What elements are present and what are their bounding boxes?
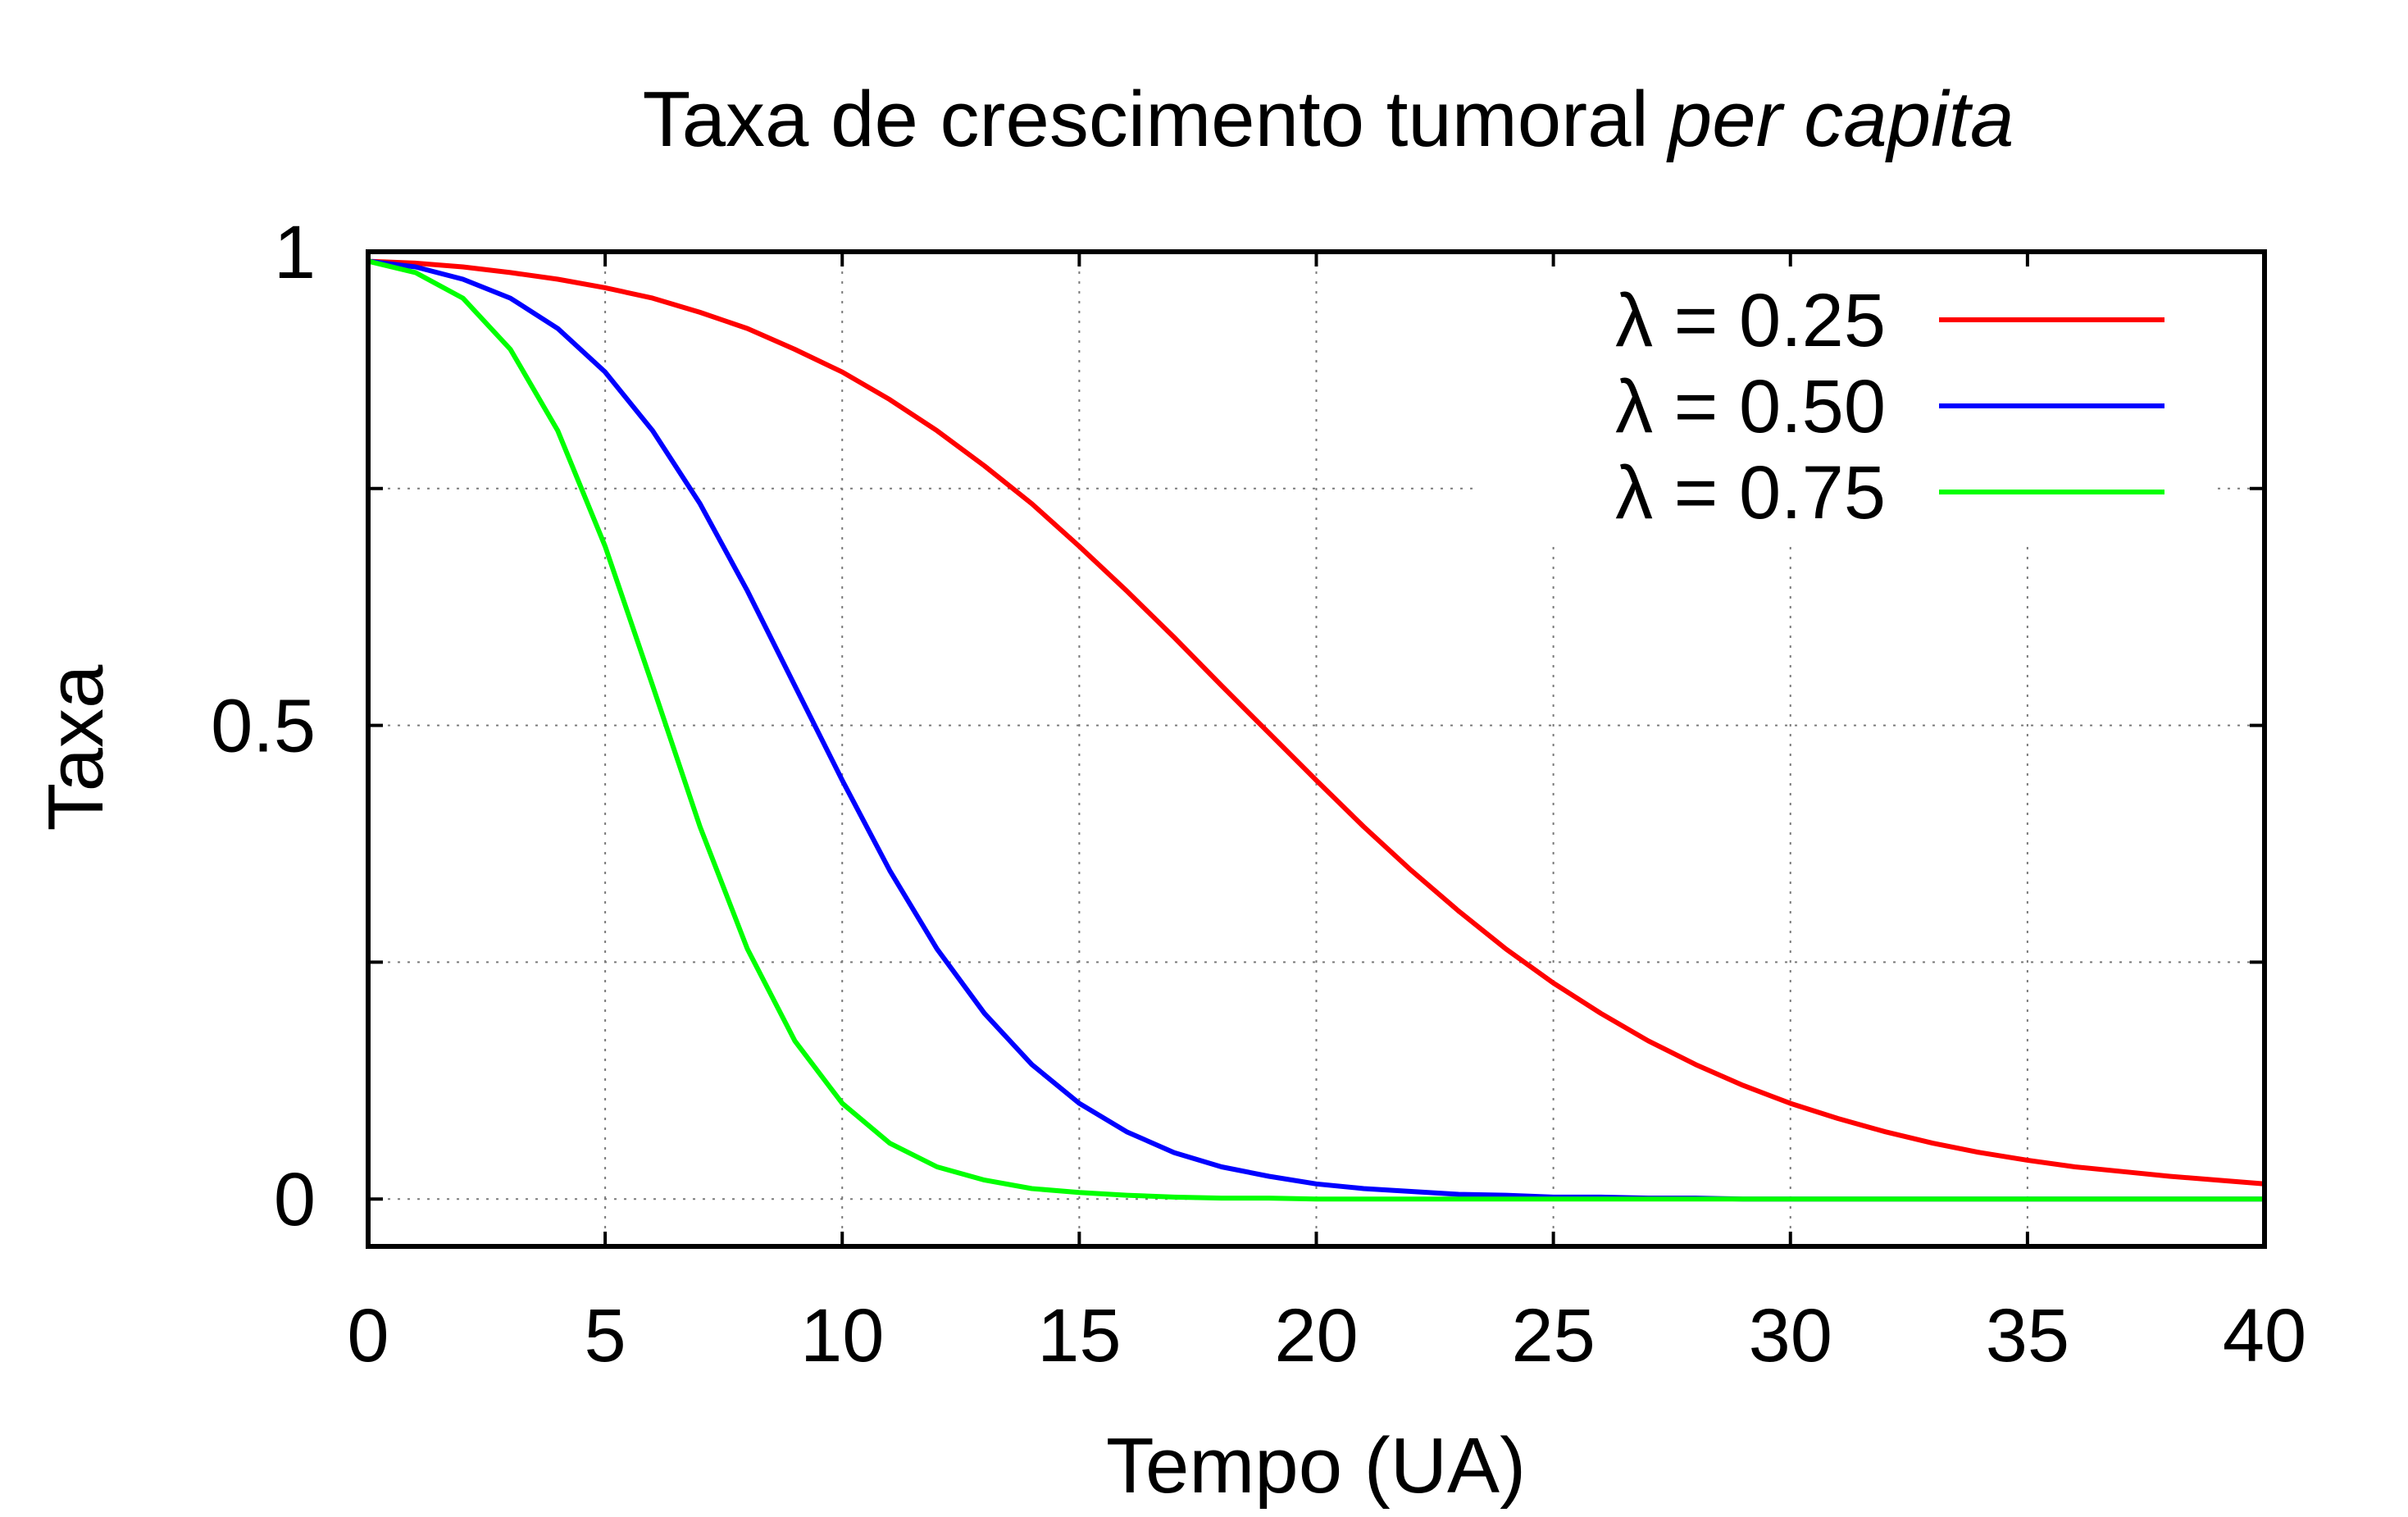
x-tick-label: 10	[800, 1294, 884, 1378]
x-tick-labels: 0 5 10 15 20 25 30 35 40	[347, 1294, 2306, 1378]
y-tick-labels: 00.51	[211, 211, 316, 1241]
y-tick-label: 1	[274, 211, 316, 294]
plot-frame	[366, 249, 2267, 1249]
legend-label-1: λ = 0.25	[1615, 279, 1886, 362]
x-tick-label: 5	[585, 1294, 626, 1378]
y-axis-label: Taxa	[32, 664, 120, 831]
series-lines	[366, 258, 2267, 1202]
x-tick-label: 30	[1749, 1294, 1832, 1378]
x-tick-label: 15	[1037, 1294, 1121, 1378]
x-tick-label: 20	[1274, 1294, 1358, 1378]
chart-title-italic: per capita	[1666, 75, 2014, 163]
chart-title: Taxa de crescimento tumoral per capita	[643, 75, 2014, 163]
x-axis-label: Tempo (UA)	[1106, 1422, 1526, 1510]
x-tick-label: 25	[1511, 1294, 1595, 1378]
y-tick-label: 0.5	[211, 685, 316, 768]
legend-label-3: λ = 0.75	[1615, 451, 1886, 535]
legend: λ = 0.25λ = 0.50λ = 0.75	[1476, 271, 2214, 541]
y-tick-label: 0	[274, 1158, 316, 1241]
x-tick-label: 35	[1986, 1294, 2069, 1378]
series-line-3	[366, 258, 2267, 1202]
series-line-1	[366, 258, 2267, 1187]
x-tick-label: 0	[347, 1294, 389, 1378]
legend-label-2: λ = 0.50	[1615, 365, 1886, 449]
chart-title-main: Taxa de crescimento tumoral	[643, 75, 1649, 163]
x-tick-label: 40	[2223, 1294, 2306, 1378]
grid	[368, 252, 2265, 1246]
